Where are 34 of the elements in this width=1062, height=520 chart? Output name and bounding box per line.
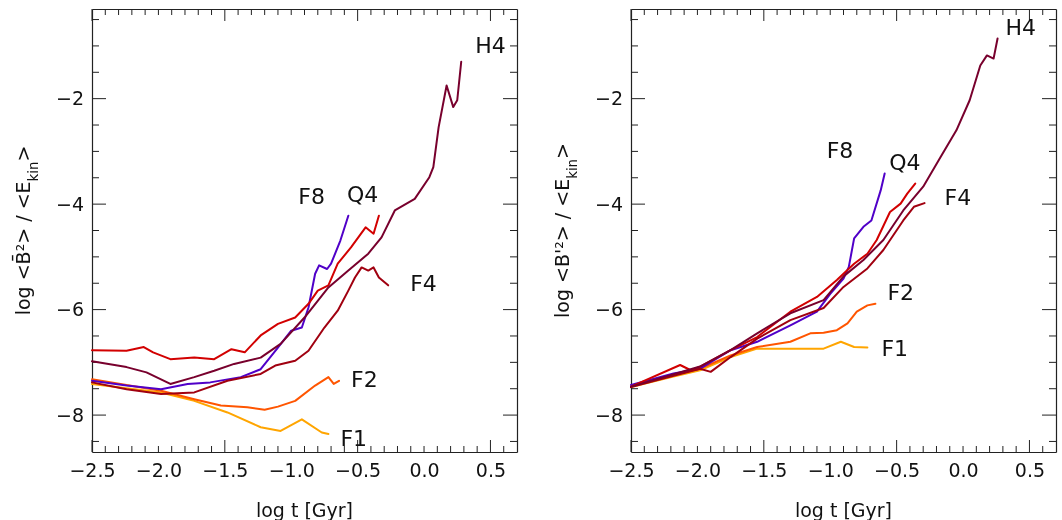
series-label: Q4 xyxy=(346,181,379,207)
x-tick-label: −1.5 xyxy=(202,459,249,482)
y-tick-label: −8 xyxy=(55,403,84,426)
x-tick-label: 0.5 xyxy=(475,459,507,482)
series-label: H4 xyxy=(475,32,506,58)
x-tick-label: −2.0 xyxy=(135,459,182,482)
y-tick-label: −4 xyxy=(55,192,84,215)
series-label: F1 xyxy=(340,426,368,452)
y-tick-label: −6 xyxy=(55,298,84,321)
x-tick-label: 0.0 xyxy=(948,459,979,482)
x-tick-label: −1.0 xyxy=(807,459,854,482)
y-tick-label: −4 xyxy=(594,192,623,215)
series-label: Q4 xyxy=(889,149,921,175)
x-tick-label: −2.5 xyxy=(69,459,116,482)
x-tick-label: −0.5 xyxy=(874,459,921,482)
x-tick-label: −0.5 xyxy=(335,459,382,482)
y-tick-label: −6 xyxy=(594,298,623,321)
y-tick-label: −2 xyxy=(594,87,623,110)
series-label: F1 xyxy=(881,335,909,361)
y-tick-label: −8 xyxy=(594,403,623,426)
series-label: F8 xyxy=(826,137,854,163)
series-label: F2 xyxy=(887,279,915,305)
x-tick-label: 0.0 xyxy=(409,459,440,482)
x-tick-label: −1.5 xyxy=(741,459,788,482)
x-tick-label: 0.5 xyxy=(1014,459,1046,482)
series-label: F8 xyxy=(298,183,325,209)
x-tick-label: −2.0 xyxy=(674,459,721,482)
x-tick-label: −1.0 xyxy=(268,459,315,482)
series-label: F2 xyxy=(351,366,378,392)
series-label: F4 xyxy=(410,271,437,297)
y-tick-label: −2 xyxy=(55,87,84,110)
x-tick-label: −2.5 xyxy=(608,459,655,482)
series-label: H4 xyxy=(1005,14,1037,40)
series-label: F4 xyxy=(944,185,972,211)
